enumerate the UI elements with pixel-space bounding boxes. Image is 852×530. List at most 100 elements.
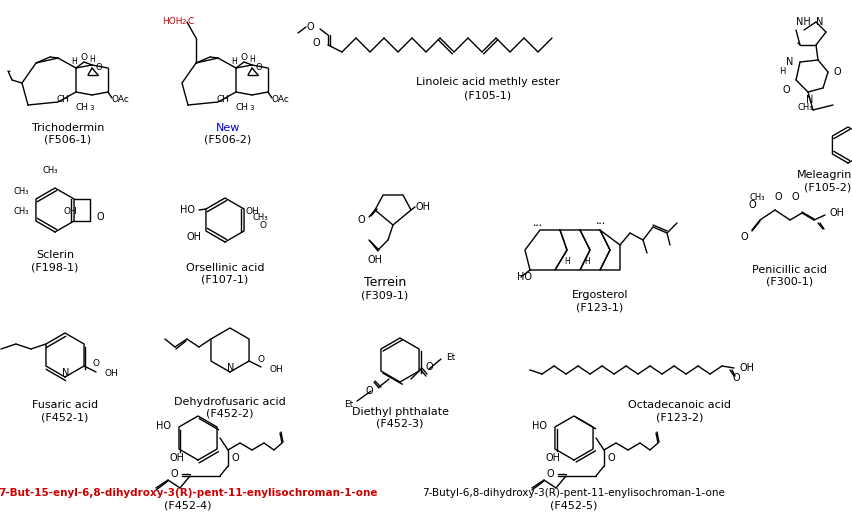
Text: 3: 3 (249, 105, 254, 111)
Text: OAc: OAc (272, 95, 290, 104)
Text: O: O (792, 192, 799, 202)
Text: H: H (89, 55, 95, 64)
Text: O: O (80, 54, 88, 63)
Text: O: O (740, 232, 748, 242)
Text: Octadecanoic acid: Octadecanoic acid (629, 400, 732, 410)
Text: O: O (546, 469, 554, 479)
Text: O: O (774, 192, 782, 202)
Text: HO: HO (517, 272, 532, 282)
Text: H: H (231, 57, 237, 66)
Text: (F452-2): (F452-2) (206, 409, 254, 419)
Text: Et: Et (446, 352, 455, 361)
Text: H: H (584, 258, 590, 267)
Text: H: H (71, 57, 77, 66)
Text: CH₃: CH₃ (14, 208, 29, 216)
Text: O: O (357, 215, 365, 225)
Text: OH: OH (269, 365, 283, 374)
Text: OH: OH (187, 232, 202, 242)
Text: Sclerin: Sclerin (36, 250, 74, 260)
Text: HO: HO (156, 421, 171, 431)
Text: O: O (608, 453, 616, 463)
Text: (F123-2): (F123-2) (656, 412, 704, 422)
Text: O: O (240, 54, 247, 63)
Text: N: N (806, 95, 814, 105)
Text: •••: ••• (532, 223, 542, 227)
Text: H: H (249, 55, 255, 64)
Text: OH: OH (740, 363, 755, 373)
Text: (F452-1): (F452-1) (41, 412, 89, 422)
Text: O: O (306, 22, 314, 32)
Text: N: N (62, 368, 70, 378)
Text: CH₃: CH₃ (750, 192, 765, 201)
Text: CH₃: CH₃ (797, 102, 813, 111)
Text: (F123-1): (F123-1) (576, 302, 624, 312)
Text: O: O (366, 386, 373, 396)
Text: O: O (92, 359, 99, 368)
Text: C: C (187, 17, 193, 26)
Text: O: O (748, 200, 756, 210)
Text: O: O (257, 355, 264, 364)
Text: Fusaric acid: Fusaric acid (32, 400, 98, 410)
Text: CH₃: CH₃ (252, 213, 268, 222)
Text: (F309-1): (F309-1) (361, 290, 409, 300)
Text: 2: 2 (182, 19, 187, 25)
Text: O: O (425, 362, 433, 372)
Text: OH: OH (169, 453, 184, 463)
Text: Meleagrine: Meleagrine (797, 170, 852, 180)
Text: New: New (216, 123, 240, 133)
Text: N: N (786, 57, 793, 67)
Text: HO: HO (532, 421, 547, 431)
Text: CH: CH (235, 103, 248, 112)
Text: O: O (312, 38, 320, 48)
Text: (F452-4): (F452-4) (164, 501, 212, 511)
Text: (F105-1): (F105-1) (464, 90, 511, 100)
Text: (F198-1): (F198-1) (32, 262, 78, 272)
Text: HO: HO (180, 205, 195, 215)
Text: O: O (255, 64, 262, 73)
Text: CH: CH (56, 95, 70, 104)
Text: CH: CH (75, 103, 88, 112)
Text: O: O (732, 373, 740, 383)
Text: Terrein: Terrein (364, 277, 406, 289)
Text: H: H (564, 258, 570, 267)
Text: (F105-2): (F105-2) (804, 182, 852, 192)
Text: OH: OH (63, 207, 77, 216)
Text: Penicillic acid: Penicillic acid (752, 265, 827, 275)
Text: O: O (96, 212, 104, 222)
Text: O: O (95, 64, 101, 73)
Text: (F452-5): (F452-5) (550, 501, 598, 511)
Text: Diethyl phthalate: Diethyl phthalate (352, 407, 448, 417)
Text: N: N (816, 17, 824, 27)
Text: OH: OH (415, 202, 430, 212)
Text: 7-Butyl-6,8-dihydroxy-3(R)-pent-11-enylisochroman-1-one: 7-Butyl-6,8-dihydroxy-3(R)-pent-11-enyli… (423, 488, 725, 498)
Text: (F107-1): (F107-1) (201, 275, 249, 285)
Text: NH: NH (796, 17, 810, 27)
Text: (F452-3): (F452-3) (377, 419, 423, 429)
Text: O: O (259, 222, 266, 231)
Text: N: N (227, 363, 234, 373)
Text: 7-But-15-enyl-6,8-dihydroxy-3(R)-pent-11-enylisochroman-1-one: 7-But-15-enyl-6,8-dihydroxy-3(R)-pent-11… (0, 488, 377, 498)
Text: OAc: OAc (112, 95, 130, 104)
Text: OH: OH (245, 207, 259, 216)
Text: (F300-1): (F300-1) (767, 277, 814, 287)
Text: •: • (8, 68, 11, 74)
Text: Et: Et (343, 400, 353, 409)
Text: OH: OH (830, 208, 845, 218)
Text: CH₃: CH₃ (43, 166, 58, 175)
Text: CH: CH (216, 95, 229, 104)
Text: Orsellinic acid: Orsellinic acid (186, 263, 264, 273)
Text: H: H (780, 67, 786, 76)
Text: O: O (782, 85, 790, 95)
Text: Trichodermin: Trichodermin (32, 123, 104, 133)
Text: O: O (232, 453, 239, 463)
Text: (F506-1): (F506-1) (44, 135, 91, 145)
Text: CH₃: CH₃ (14, 188, 29, 197)
Text: O: O (170, 469, 178, 479)
Text: HOH: HOH (162, 17, 182, 26)
Text: OH: OH (367, 255, 383, 265)
Text: •••: ••• (595, 220, 605, 225)
Text: Ergosterol: Ergosterol (572, 290, 628, 300)
Text: Linoleic acid methly ester: Linoleic acid methly ester (416, 77, 560, 87)
Text: O: O (834, 67, 842, 77)
Text: (F506-2): (F506-2) (204, 135, 251, 145)
